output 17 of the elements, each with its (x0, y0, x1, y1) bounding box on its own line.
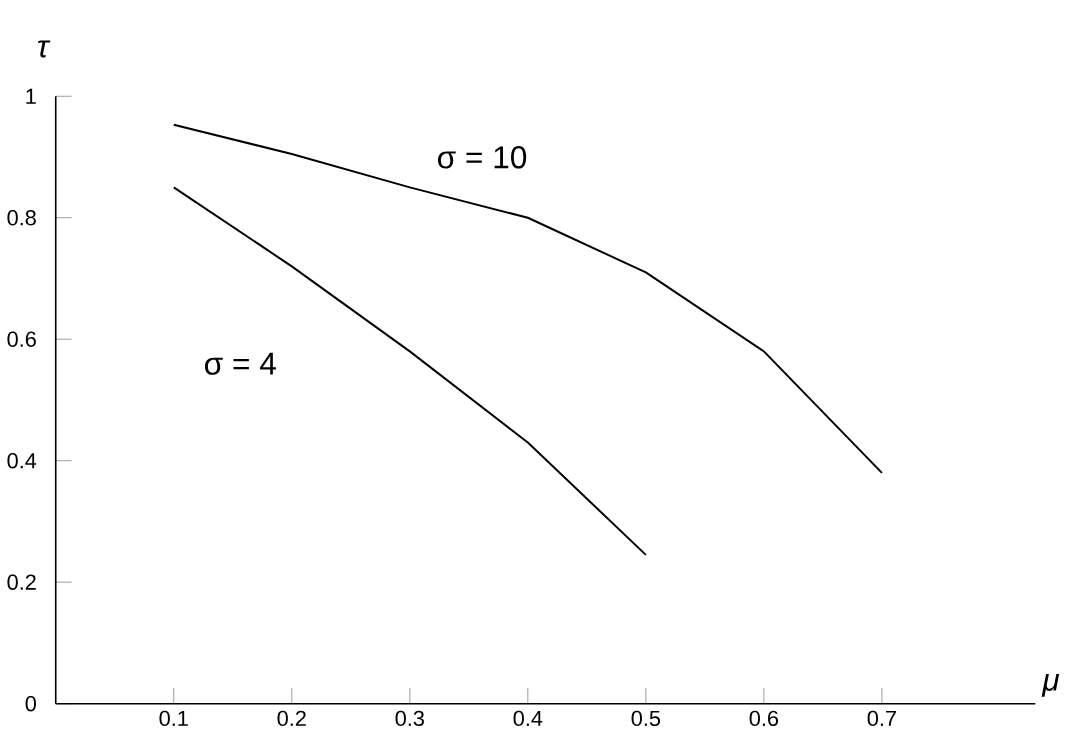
x-axis-title: μ (1041, 673, 1060, 697)
x-tick-label: 0.6 (749, 710, 779, 726)
x-tick-label: 0.2 (277, 710, 306, 726)
y-tick-label: 1 (26, 88, 36, 104)
x-tick-label: 0.7 (867, 710, 896, 726)
y-tick-label: 0.4 (7, 452, 37, 469)
x-tick-label: 0.5 (631, 710, 661, 726)
x-tick-label: 0.3 (395, 710, 424, 726)
y-tick-label: 0 (25, 695, 36, 712)
y-axis-title: τ (38, 40, 51, 58)
series-label: σ = 10 (437, 145, 527, 169)
text: σ = 4 (205, 352, 276, 375)
y-tick-label: 0.6 (7, 331, 36, 347)
x-tick-label: 0.1 (159, 710, 188, 726)
x-tick-label: 0.4 (513, 710, 543, 726)
y-tick-label: 0.2 (7, 574, 36, 590)
y-tick-label: 0.8 (7, 209, 36, 226)
